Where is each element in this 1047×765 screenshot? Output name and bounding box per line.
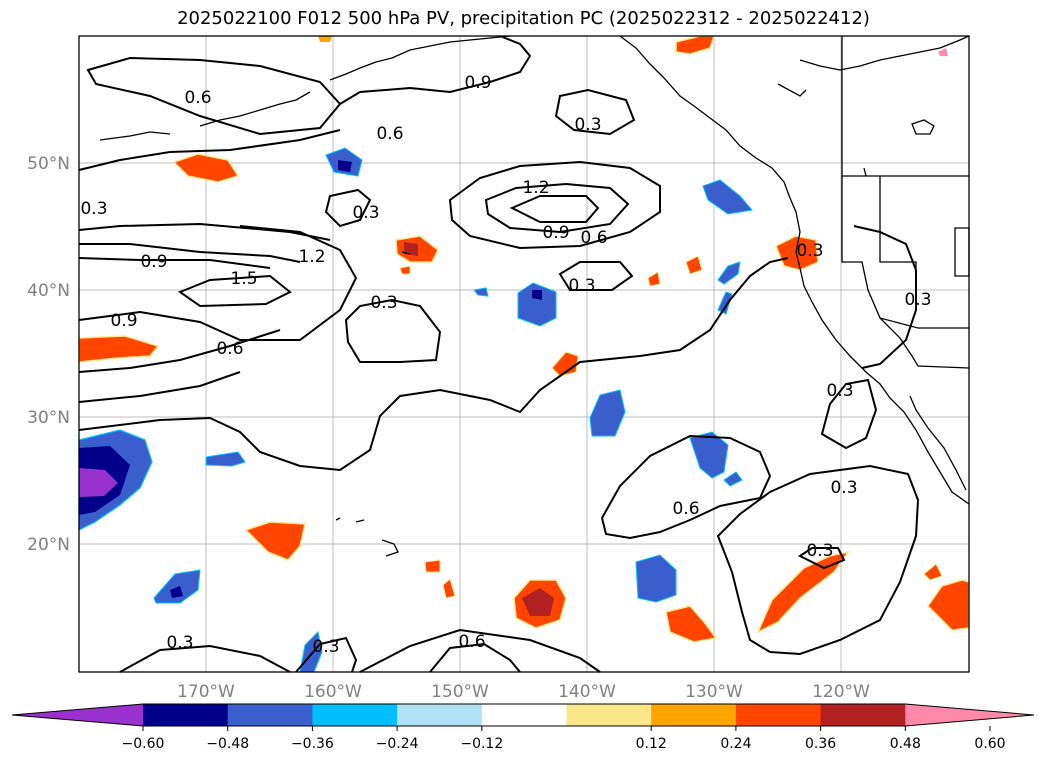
contour-label: 0.3 (352, 203, 379, 223)
precip-blob (723, 471, 743, 487)
contour-label: 0.3 (568, 276, 595, 296)
lat-tick-label: 20°N (27, 535, 70, 555)
lon-tick-label: 160°W (304, 682, 362, 702)
colorbar-tick-label: −0.48 (206, 736, 249, 752)
precip-blob (685, 255, 703, 275)
gridlines (79, 36, 969, 672)
contour-label: 0.3 (796, 241, 823, 261)
contour-label: 0.3 (806, 541, 833, 561)
colorbar-segment (227, 704, 313, 726)
colorbar-extend-right (905, 704, 1034, 726)
contour-label: 0.3 (574, 115, 601, 135)
contour-label: 0.9 (542, 223, 569, 243)
colorbar-extend-left (12, 704, 143, 726)
lat-tick-labels: 50°N 40°N 30°N 20°N (27, 154, 70, 555)
colorbar-tick-label: 0.36 (805, 736, 836, 752)
lat-tick-label: 30°N (27, 408, 70, 428)
contour-label: 0.3 (370, 293, 397, 313)
contour-label: 0.6 (184, 88, 211, 108)
contour-label: 0.6 (216, 339, 243, 359)
colorbar-tick-label: 0.60 (974, 736, 1005, 752)
precip-blob (938, 48, 948, 56)
precip-blob (635, 554, 677, 603)
contour-label: 0.3 (166, 633, 193, 653)
precip-blob (665, 605, 718, 643)
contour-label: 0.9 (110, 311, 137, 331)
colorbar-tick-label: −0.60 (122, 736, 165, 752)
precip-blob (522, 588, 554, 616)
precip-blob (717, 261, 741, 285)
precip-blob (318, 36, 332, 42)
precip-blob (172, 153, 240, 183)
contour-label: 0.3 (904, 290, 931, 310)
lon-tick-label: 170°W (177, 682, 235, 702)
contour-label: 0.3 (830, 478, 857, 498)
contour-label: 0.9 (464, 73, 491, 93)
colorbar-segment (312, 704, 398, 726)
precip-blob (756, 550, 850, 634)
precip-blob (702, 179, 753, 215)
precip-blob (473, 287, 489, 297)
precip-blob (424, 559, 441, 573)
precip-blob (205, 451, 246, 467)
colorbar-segment (566, 704, 652, 726)
colorbar-tick-label: −0.24 (376, 736, 419, 752)
precip-blob (79, 468, 118, 497)
precip-blob (517, 282, 557, 327)
lon-tick-label: 130°W (685, 682, 743, 702)
precip-blob (717, 291, 733, 315)
precip-blob (647, 271, 661, 287)
colorbar-segment (735, 704, 822, 726)
colorbar-tick-label: 0.24 (720, 736, 751, 752)
colorbar-tick-label: −0.12 (460, 736, 503, 752)
contour-label: 0.6 (376, 124, 403, 144)
contour-label: 0.6 (672, 499, 699, 519)
precip-blob (170, 586, 183, 598)
lat-tick-label: 50°N (27, 154, 70, 174)
contour-label: 0.6 (580, 228, 607, 248)
contour-label: 0.3 (826, 381, 853, 401)
map-title: 2025022100 F012 500 hPa PV, precipitatio… (177, 8, 870, 29)
contour-label: 1.2 (522, 178, 549, 198)
pv-contours (78, 35, 920, 673)
contour-label: 0.6 (458, 632, 485, 652)
colorbar-segment (651, 704, 737, 726)
colorbar-tick-label: −0.36 (291, 736, 334, 752)
colorbar-segment (397, 704, 483, 726)
precip-blob (153, 569, 201, 604)
contour-label: 0.3 (80, 199, 107, 219)
precip-blob (244, 521, 306, 561)
lat-tick-label: 40°N (27, 281, 70, 301)
precip-blob (338, 160, 352, 172)
colorbar-segment (143, 704, 229, 726)
contour-label: 0.9 (140, 252, 167, 272)
precip-blob (442, 578, 456, 599)
precipitation-shading (78, 35, 970, 673)
precip-blob (689, 431, 729, 479)
precip-blob (923, 563, 943, 581)
contour-labels: 0.6 0.9 0.3 0.6 0.3 1.2 0.9 0.6 0.3 0.3 … (80, 73, 931, 657)
precip-blob (532, 290, 542, 300)
lon-tick-label: 120°W (812, 682, 870, 702)
contour-label: 0.3 (312, 637, 339, 657)
lon-tick-label: 140°W (558, 682, 616, 702)
colorbar (11, 703, 1035, 727)
colorbar-tick-label: 0.48 (890, 736, 921, 752)
colorbar-segment (481, 704, 567, 726)
precip-blob (404, 242, 418, 256)
map-background (79, 36, 969, 672)
lon-tick-label: 150°W (431, 682, 489, 702)
precip-blob (399, 265, 411, 275)
colorbar-tick-labels: −0.60 −0.48 −0.36 −0.24 −0.12 0.12 0.24 0.36 0.4… (122, 726, 1006, 752)
colorbar-tick-label: 0.12 (636, 736, 667, 752)
map-frame (78, 35, 970, 673)
precip-blob (775, 235, 819, 271)
colorbar-segment (820, 704, 906, 726)
precip-blob (589, 389, 626, 437)
contour-label: 1.2 (298, 247, 325, 267)
contour-label: 1.5 (230, 269, 257, 289)
lon-tick-labels: 170°W 160°W 150°W 140°W 130°W 120°W (177, 682, 870, 702)
